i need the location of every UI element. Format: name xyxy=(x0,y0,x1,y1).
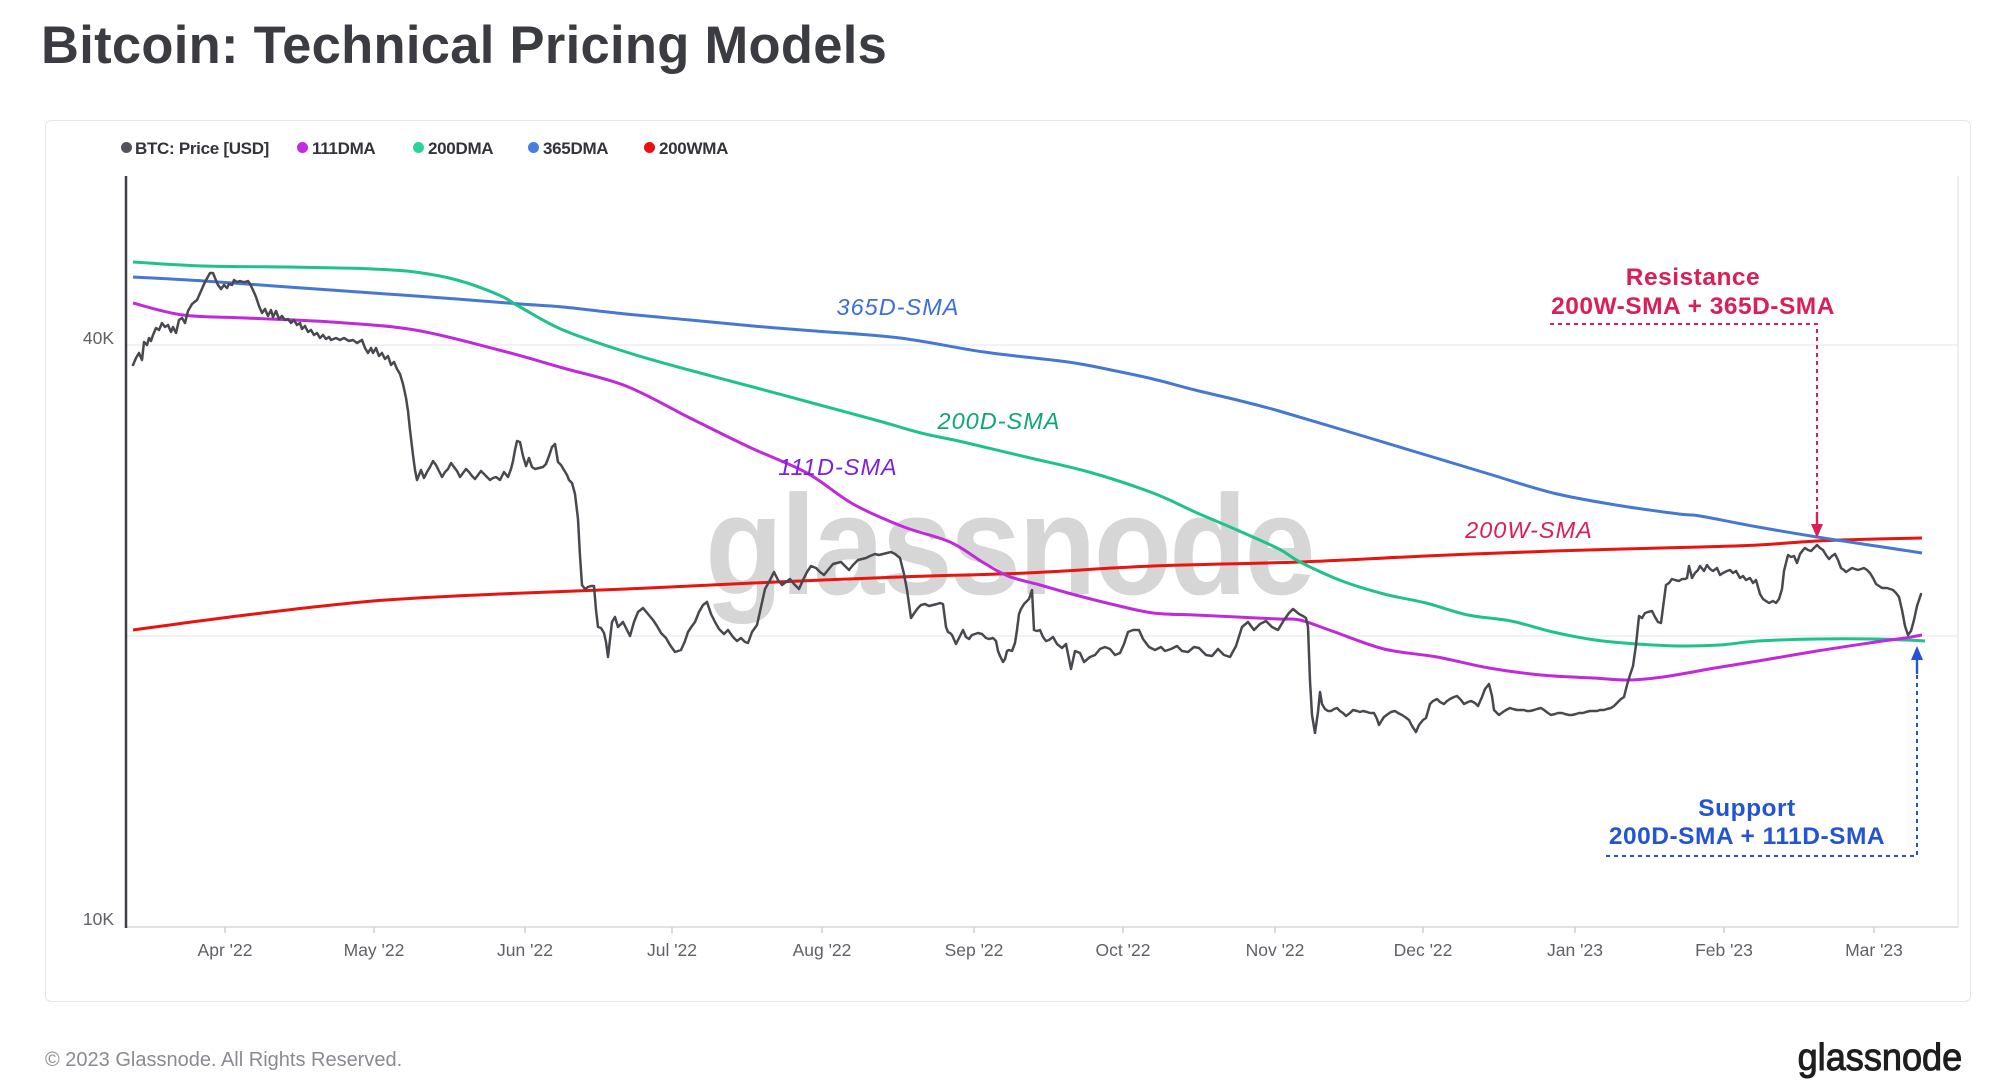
svg-text:Jan '23: Jan '23 xyxy=(1547,940,1603,960)
svg-text:365D-SMA: 365D-SMA xyxy=(837,294,960,320)
svg-text:40K: 40K xyxy=(83,328,114,348)
svg-text:Jul '22: Jul '22 xyxy=(647,940,697,960)
svg-text:Oct '22: Oct '22 xyxy=(1096,940,1151,960)
svg-text:Jun '22: Jun '22 xyxy=(497,940,553,960)
svg-text:Apr '22: Apr '22 xyxy=(198,940,253,960)
svg-text:200W-SMA + 365D-SMA: 200W-SMA + 365D-SMA xyxy=(1551,293,1835,320)
svg-text:111D-SMA: 111D-SMA xyxy=(778,454,897,480)
svg-text:10K: 10K xyxy=(83,909,114,929)
svg-text:Aug '22: Aug '22 xyxy=(793,940,852,960)
svg-text:200W-SMA: 200W-SMA xyxy=(1464,517,1593,543)
svg-text:200D-SMA: 200D-SMA xyxy=(937,408,1061,434)
svg-text:Nov '22: Nov '22 xyxy=(1246,940,1305,960)
svg-text:May '22: May '22 xyxy=(344,940,405,960)
svg-text:Mar '23: Mar '23 xyxy=(1845,940,1903,960)
svg-text:Feb '23: Feb '23 xyxy=(1695,940,1753,960)
svg-text:200D-SMA + 111D-SMA: 200D-SMA + 111D-SMA xyxy=(1609,823,1885,850)
svg-text:Sep '22: Sep '22 xyxy=(945,940,1004,960)
svg-text:Resistance: Resistance xyxy=(1626,264,1760,291)
svg-text:Dec '22: Dec '22 xyxy=(1394,940,1453,960)
svg-text:glassnode: glassnode xyxy=(705,466,1313,625)
svg-text:Support: Support xyxy=(1698,795,1795,822)
